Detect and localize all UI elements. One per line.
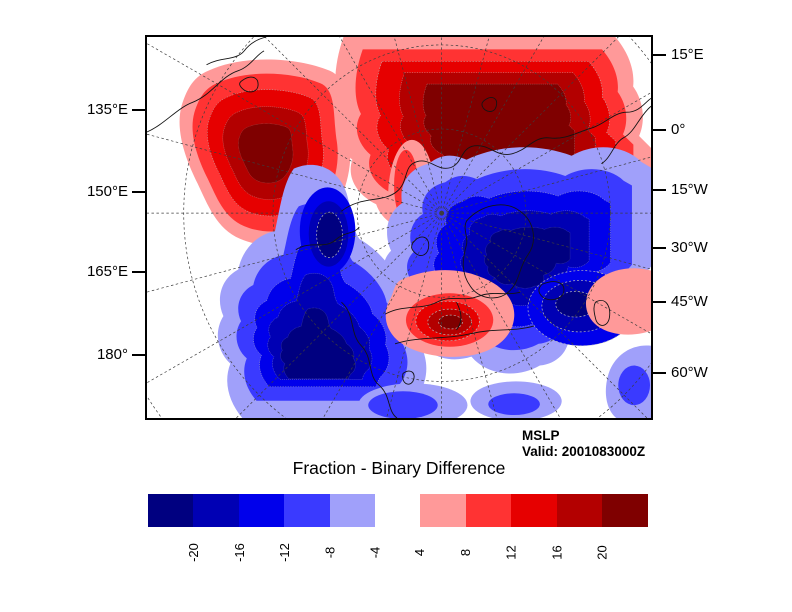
right-axis-tick bbox=[653, 301, 666, 303]
plot-title: Fraction - Binary Difference bbox=[292, 458, 506, 478]
colorbar-tick-label: -8 bbox=[322, 546, 338, 558]
left-axis-label: 135°E bbox=[86, 101, 128, 118]
variable-label: MSLP bbox=[522, 428, 560, 443]
colorbar-tick-label: 16 bbox=[549, 544, 565, 560]
coastlines bbox=[147, 37, 651, 418]
colorbar-tick-label: 12 bbox=[503, 544, 519, 560]
colorbar-cell bbox=[511, 494, 557, 527]
left-axis-tick bbox=[132, 354, 145, 356]
right-axis-tick bbox=[653, 54, 666, 56]
colorbar-cell bbox=[284, 494, 330, 527]
right-axis-tick bbox=[653, 372, 666, 374]
right-axis-label: 30°W bbox=[671, 239, 708, 256]
colorbar-cell bbox=[238, 494, 285, 527]
valid-time-label: Valid: 2001083000Z bbox=[522, 444, 646, 459]
left-axis-label: 165°E bbox=[86, 263, 128, 280]
right-axis-label: 60°W bbox=[671, 364, 708, 381]
colorbar-cell bbox=[420, 494, 466, 527]
right-axis-label: 15°W bbox=[671, 181, 708, 198]
contour-fills bbox=[179, 37, 651, 418]
right-axis-tick bbox=[653, 247, 666, 249]
colorbar-tick-label: -12 bbox=[276, 542, 292, 562]
colorbar-negative bbox=[148, 494, 376, 527]
meridians bbox=[147, 37, 651, 418]
colorbar-cell bbox=[602, 494, 648, 527]
right-axis-tick bbox=[653, 129, 666, 131]
colorbar-cell bbox=[556, 494, 603, 527]
map-caption: MSLP Valid: 2001083000Z bbox=[522, 428, 722, 460]
map-canvas bbox=[147, 37, 651, 418]
colorbar-tick-label: 20 bbox=[594, 544, 610, 560]
left-axis-tick bbox=[132, 109, 145, 111]
right-axis-label: 0° bbox=[671, 121, 686, 138]
colorbar-tick-label: 8 bbox=[458, 548, 474, 556]
colorbar-tick-label: -4 bbox=[367, 546, 383, 558]
colorbar-tick-label: -16 bbox=[231, 542, 247, 562]
left-axis-tick bbox=[132, 271, 145, 273]
left-axis-label: 150°E bbox=[86, 183, 128, 200]
map-panel bbox=[145, 35, 653, 420]
colorbar-tick-label: 4 bbox=[412, 548, 428, 556]
right-axis-label: 15°E bbox=[671, 46, 704, 63]
colorbar-cell bbox=[465, 494, 512, 527]
right-axis-tick bbox=[653, 189, 666, 191]
colorbar-cell bbox=[329, 494, 376, 527]
colorbar-cell bbox=[193, 494, 239, 527]
colorbar-tick-label: -20 bbox=[185, 542, 201, 562]
left-axis-label: 180° bbox=[96, 346, 128, 363]
left-axis-tick bbox=[132, 191, 145, 193]
colorbar-cell bbox=[148, 494, 194, 527]
colorbar-positive bbox=[420, 494, 648, 527]
right-axis-label: 45°W bbox=[671, 293, 708, 310]
